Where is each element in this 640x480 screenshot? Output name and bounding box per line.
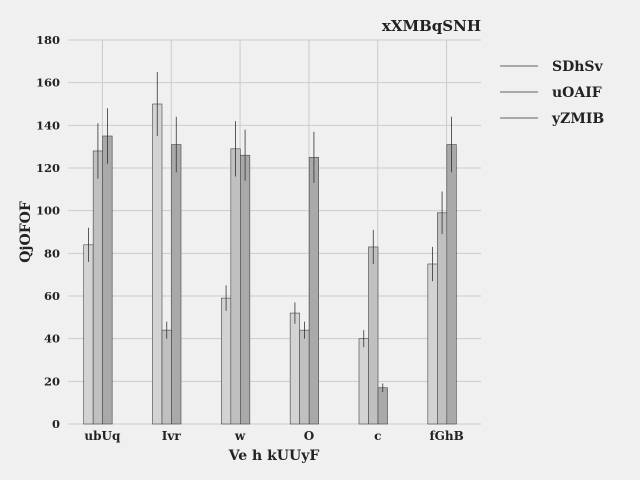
x-tick-label: fGhB bbox=[429, 429, 463, 443]
y-tick-label: 0 bbox=[52, 417, 60, 431]
bar bbox=[358, 338, 369, 425]
bar bbox=[161, 329, 172, 425]
bar bbox=[437, 212, 448, 425]
x-tick-label: O bbox=[304, 429, 314, 443]
bar bbox=[289, 312, 300, 425]
bar bbox=[446, 144, 457, 425]
bar bbox=[368, 246, 379, 425]
x-tick-label: Ivr bbox=[162, 429, 182, 443]
bar bbox=[308, 157, 319, 425]
y-tick-label: 40 bbox=[44, 332, 60, 346]
y-tick-label: 100 bbox=[36, 204, 60, 218]
bar bbox=[152, 103, 163, 425]
legend-label: SDhSv bbox=[552, 59, 604, 75]
legend-label: uOAIF bbox=[552, 85, 602, 101]
bar bbox=[171, 144, 182, 425]
y-tick-label: 80 bbox=[44, 246, 60, 260]
y-tick-label: 120 bbox=[36, 161, 60, 175]
x-axis-label: Ve h kUUyF bbox=[228, 448, 320, 464]
bar bbox=[299, 329, 310, 425]
bar bbox=[83, 244, 94, 425]
y-axis-label: QjOFOF bbox=[18, 201, 34, 263]
y-tick-label: 60 bbox=[44, 289, 60, 303]
chart-title: xXMBqSNH bbox=[382, 17, 481, 35]
bar bbox=[102, 135, 113, 425]
bar bbox=[240, 154, 251, 425]
y-tick-label: 20 bbox=[44, 374, 60, 388]
bar bbox=[377, 387, 388, 425]
y-tick-label: 140 bbox=[36, 118, 60, 132]
legend: SDhSv uOAIF yZMIB bbox=[500, 59, 604, 127]
bar bbox=[92, 150, 103, 425]
bars bbox=[83, 72, 457, 425]
bar bbox=[230, 148, 241, 425]
y-tick-label: 180 bbox=[36, 33, 60, 47]
y-tick-label: 160 bbox=[36, 76, 60, 90]
x-tick-label: c bbox=[374, 429, 381, 443]
bar bbox=[427, 263, 438, 425]
legend-label: yZMIB bbox=[551, 111, 604, 127]
x-tick-label: ubUq bbox=[84, 429, 121, 443]
bar bbox=[221, 297, 232, 425]
x-tick-label: w bbox=[234, 429, 246, 443]
